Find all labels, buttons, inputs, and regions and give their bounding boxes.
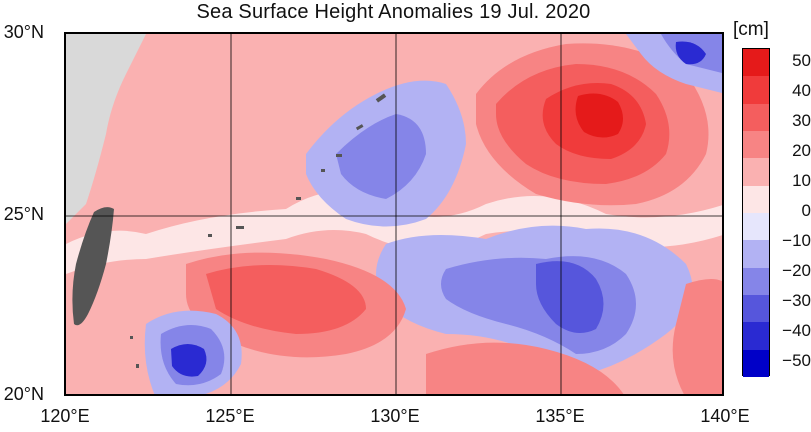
colorbar-segment: [743, 267, 769, 296]
colorbar-segment: [743, 158, 769, 187]
taiwan-island: [72, 207, 114, 326]
colorbar-segment: [743, 349, 769, 378]
colorbar-tick-label: 10: [792, 170, 811, 190]
colorbar-segment: [743, 322, 769, 351]
map-canvas: [66, 34, 722, 394]
colorbar-segment: [743, 185, 769, 214]
lon-label-130e: 130°E: [370, 406, 420, 426]
colorbar-segment: [743, 213, 769, 241]
colorbar-segment: [743, 49, 769, 77]
map-title: Sea Surface Height Anomalies 19 Jul. 202…: [196, 1, 591, 23]
lon-label-120e: 120°E: [40, 406, 90, 426]
colorbar-segment: [743, 131, 769, 159]
lat-label-20n: 20°N: [3, 384, 44, 404]
ryukyu-islands: [130, 93, 387, 368]
colorbar-tick-label: −40: [782, 321, 811, 341]
colorbar-segment: [743, 103, 769, 132]
graticule: [66, 34, 722, 394]
colorbar-tick-label: 50: [792, 50, 811, 70]
colorbar-segment: [743, 240, 769, 269]
colorbar-tick-label: 40: [792, 80, 811, 100]
colorbar-tick-label: 20: [792, 140, 811, 160]
lon-label-135e: 135°E: [535, 406, 585, 426]
colorbar-segment: [743, 295, 769, 323]
lon-label-125e: 125°E: [205, 406, 255, 426]
colorbar-tick-label: −10: [782, 231, 811, 251]
anomaly-field: [66, 34, 722, 394]
colorbar-tick-label: −50: [782, 351, 811, 371]
lat-label-25n: 25°N: [3, 204, 44, 224]
colorbar-unit: [cm]: [733, 19, 769, 40]
colorbar-tick-label: 30: [792, 110, 811, 130]
colorbar-segment: [743, 76, 769, 105]
lat-label-30n: 30°N: [3, 22, 44, 42]
ssh-anomaly-map: [64, 32, 724, 396]
colorbar-tick-label: 0: [801, 201, 811, 220]
colorbar-tick-label: −30: [782, 291, 811, 311]
colorbar: [742, 48, 770, 378]
colorbar-tick-label: −20: [782, 261, 811, 281]
china-land: [66, 34, 146, 224]
lon-label-140e: 140°E: [700, 406, 750, 426]
